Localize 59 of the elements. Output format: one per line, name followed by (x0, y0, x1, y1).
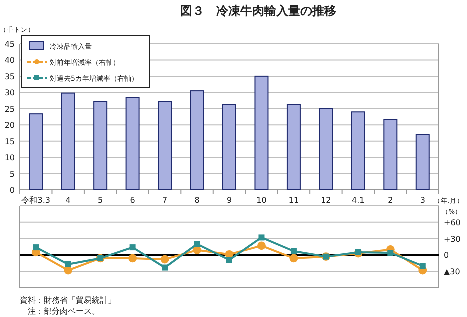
point (226, 257, 232, 264)
x-tick-label: 4.1 (352, 196, 365, 205)
y-tick-label: 20 (4, 121, 15, 130)
x-tick-label: 8 (194, 196, 200, 205)
y-tick-label: 30 (4, 88, 15, 98)
y-tick-label: 35 (4, 72, 15, 82)
x-tick-label: 11 (288, 196, 300, 205)
x-tick-label: 3 (420, 196, 426, 205)
y-tick-label: 45 (4, 40, 15, 49)
point (290, 248, 297, 254)
x-tick-label: 12 (321, 196, 332, 205)
point (355, 249, 362, 256)
bar (126, 97, 140, 190)
bar (286, 104, 301, 190)
x-tick-label: 5 (98, 196, 104, 205)
y-tick-label: 25 (4, 104, 15, 114)
x-tick-label: 4 (66, 196, 71, 205)
bar (94, 101, 108, 190)
bar (190, 90, 204, 190)
text: 注：部分肉ベース。 (28, 307, 100, 316)
y-tick-label: 15 (4, 137, 15, 146)
x-tick-label: 10 (256, 196, 267, 205)
bar (319, 108, 334, 190)
y-tick-label: ▲30 (444, 268, 460, 277)
bar (384, 119, 398, 190)
point (33, 244, 40, 251)
text: 資料：財務省「貿易統計」 (20, 296, 116, 305)
x-tick-label: 9 (226, 196, 232, 205)
point (388, 250, 394, 256)
point (258, 242, 266, 250)
point (258, 234, 265, 241)
bar (61, 92, 76, 190)
x-tick-label: 令和3.3 (22, 196, 50, 205)
x-tick-label: 2 (388, 196, 394, 205)
y-tick-label: 0 (10, 186, 15, 195)
x-tick-label: 6 (130, 196, 136, 205)
point (64, 266, 73, 275)
bar (29, 114, 44, 190)
point (128, 254, 138, 263)
x-tick-label: 7 (162, 196, 168, 205)
point (420, 263, 426, 270)
y-tick-label: 10 (4, 154, 15, 163)
point (162, 264, 168, 271)
point (130, 244, 136, 251)
y-tick-label: +60 (444, 218, 461, 228)
y-tick-label: 0 (444, 251, 450, 260)
y-tick-label: 40 (4, 56, 15, 66)
point (194, 241, 200, 248)
bar (351, 112, 366, 190)
bar (254, 76, 269, 190)
point (290, 254, 298, 263)
point (65, 261, 72, 268)
y-tick-label: +30 (444, 234, 461, 244)
bar (222, 104, 236, 190)
y-tick-label: 5 (10, 170, 15, 179)
chart-title: 図３ 冷凍牛肉輸入量の推移 (180, 4, 336, 18)
bar (416, 134, 430, 190)
point (160, 255, 170, 264)
bar (158, 101, 172, 190)
